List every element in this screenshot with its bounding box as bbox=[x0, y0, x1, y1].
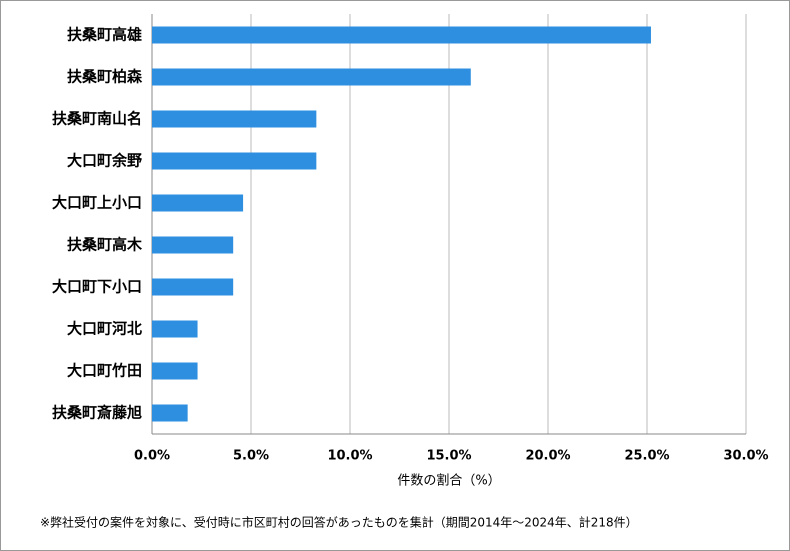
y-tick-label: 扶桑町斎藤旭 bbox=[52, 404, 142, 422]
bar bbox=[152, 362, 198, 380]
x-tick-label: 5.0% bbox=[233, 449, 269, 464]
bar bbox=[152, 404, 188, 422]
bar bbox=[152, 278, 234, 296]
x-tick-label: 30.0% bbox=[723, 449, 768, 464]
x-tick-label: 10.0% bbox=[327, 449, 372, 464]
footnote: ※弊社受付の案件を対象に、受付時に市区町村の回答があったものを集計（期間2014… bbox=[40, 515, 638, 530]
y-tick-label: 扶桑町南山名 bbox=[52, 110, 142, 128]
y-tick-label: 大口町余野 bbox=[67, 152, 142, 170]
y-tick-label: 扶桑町高雄 bbox=[67, 26, 142, 44]
bar bbox=[152, 68, 471, 86]
x-tick-label: 0.0% bbox=[134, 449, 170, 464]
y-tick-label: 大口町河北 bbox=[67, 320, 142, 338]
y-tick-label: 大口町下小口 bbox=[52, 278, 142, 296]
bar bbox=[152, 110, 317, 128]
y-tick-label: 大口町竹田 bbox=[67, 362, 142, 380]
x-axis-label: 件数の割合（%） bbox=[397, 473, 500, 489]
y-tick-label: 扶桑町柏森 bbox=[67, 68, 143, 86]
y-tick-label: 扶桑町高木 bbox=[67, 236, 143, 254]
bar bbox=[152, 194, 244, 212]
bar bbox=[152, 320, 198, 338]
bar bbox=[152, 26, 651, 44]
bar bbox=[152, 152, 317, 170]
x-tick-label: 20.0% bbox=[525, 449, 570, 464]
x-tick-label: 15.0% bbox=[426, 449, 471, 464]
y-tick-label: 大口町上小口 bbox=[52, 194, 142, 212]
x-tick-label: 25.0% bbox=[624, 449, 669, 464]
bar bbox=[152, 236, 234, 254]
